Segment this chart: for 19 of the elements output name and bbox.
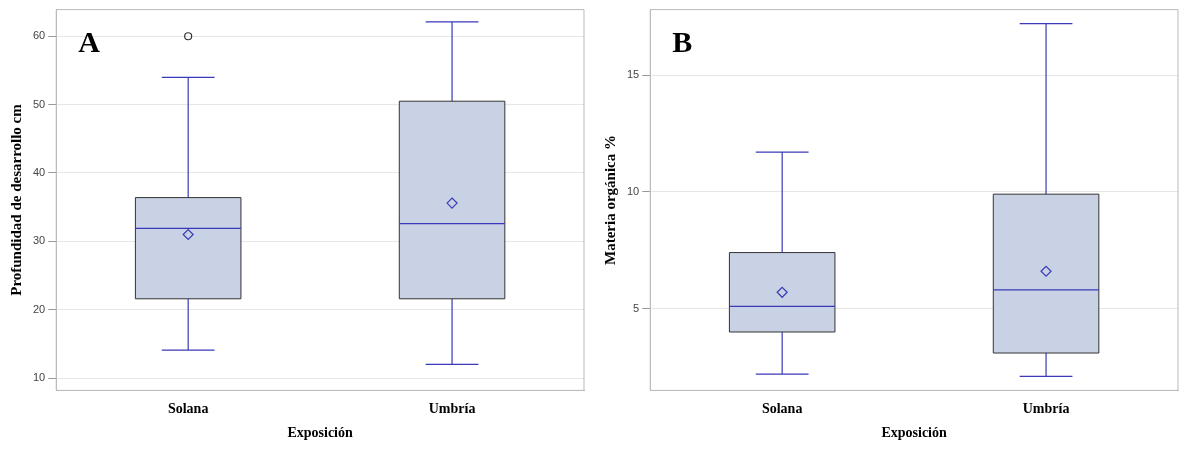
x-axis-title: Exposición <box>881 425 947 441</box>
y-axis-title: Materia orgánica % <box>601 135 618 265</box>
y-tick-label: 20 <box>32 302 46 315</box>
y-tick-label: 10 <box>626 184 640 197</box>
x-tick-label: Umbría <box>428 401 476 417</box>
x-axis-title: Exposición <box>287 425 353 441</box>
y-tick-label: 30 <box>32 234 46 247</box>
x-tick-label: Solana <box>761 401 803 417</box>
y-tick-label: 5 <box>633 301 640 314</box>
y-tick-label: 50 <box>32 97 46 110</box>
y-axis-title: Profundidad de desarrollo cm <box>7 103 24 296</box>
y-tick-label: 10 <box>32 371 46 384</box>
y-tick-label: 15 <box>626 68 640 81</box>
x-tick-label: Solana <box>167 401 209 417</box>
y-tick-label: 60 <box>32 29 46 42</box>
x-tick-label: Umbría <box>1022 401 1070 417</box>
annotation: B <box>672 25 693 59</box>
annotation: A <box>78 25 101 59</box>
y-tick-label: 40 <box>32 166 46 179</box>
